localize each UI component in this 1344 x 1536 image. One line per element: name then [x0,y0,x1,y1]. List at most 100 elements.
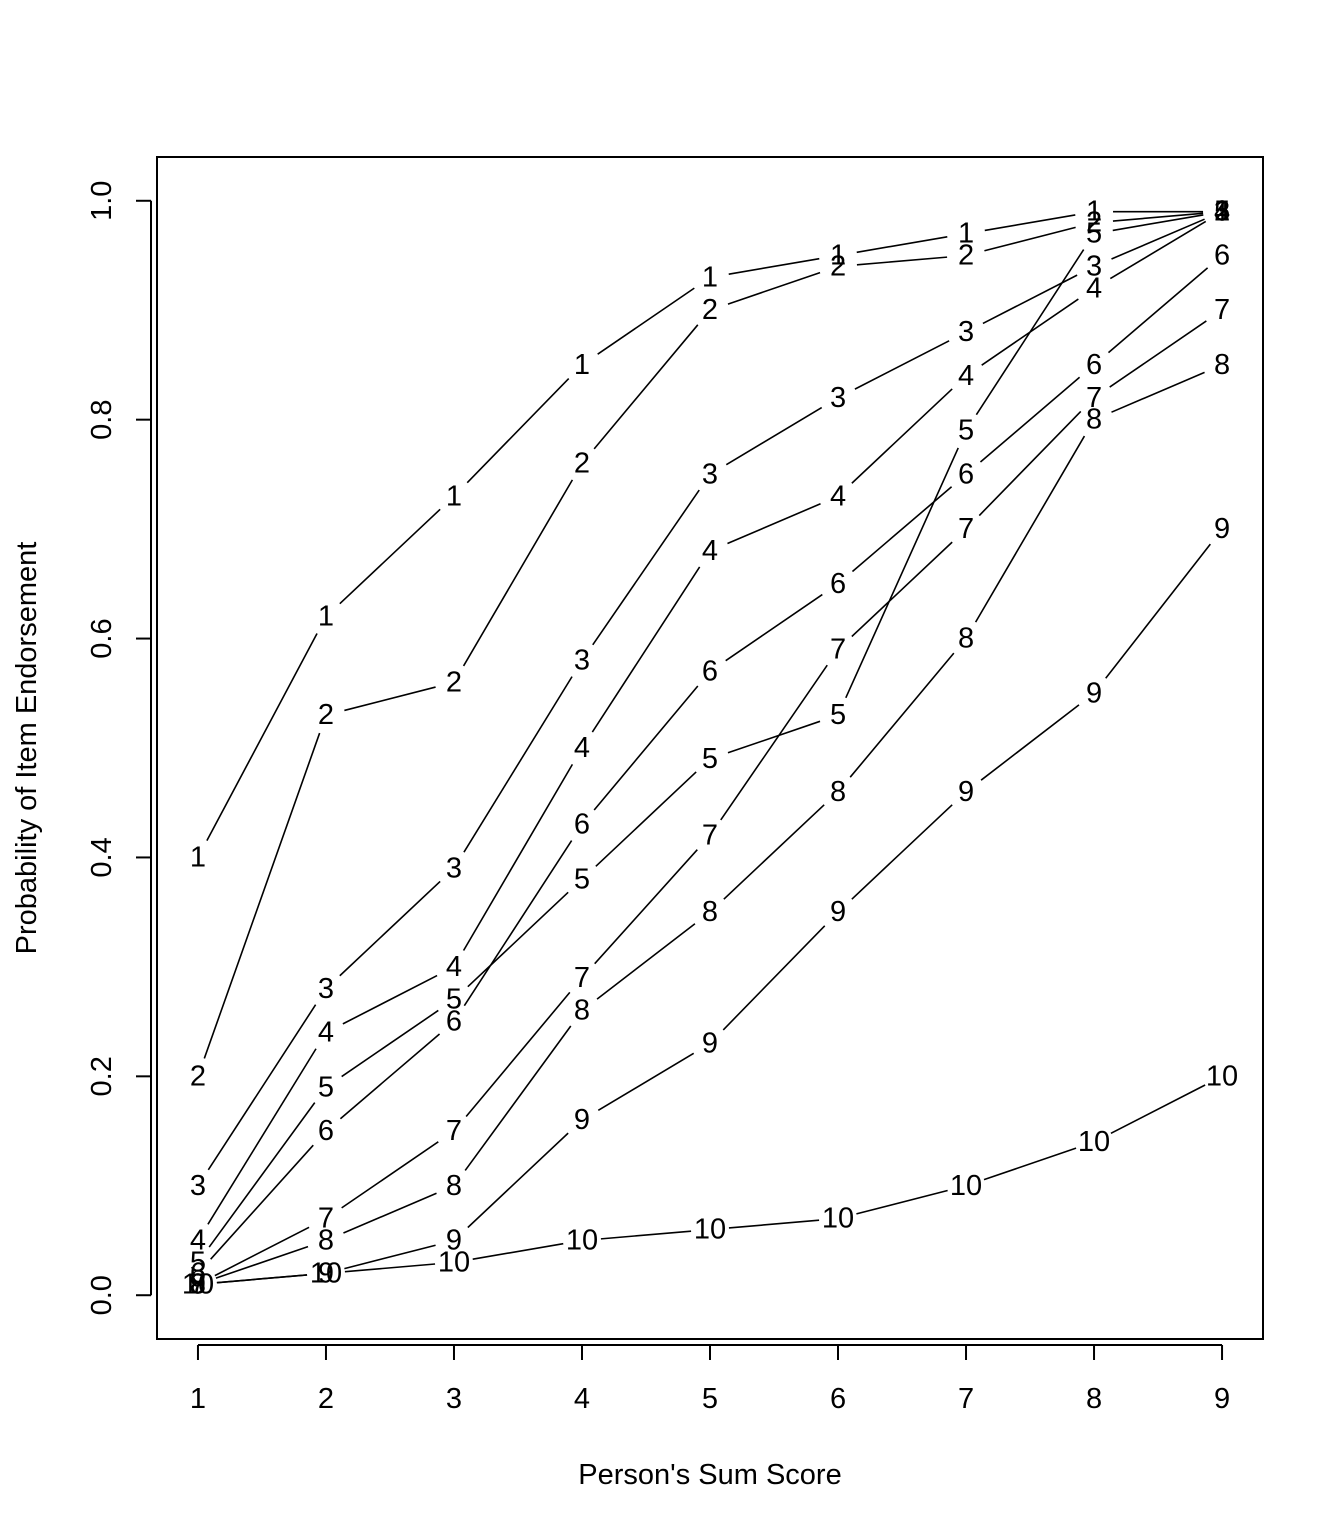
series-line-segment [983,1147,1077,1181]
point-label: 8 [446,1170,462,1202]
point-label: 4 [446,951,462,983]
point-label: 1 [574,349,590,381]
point-label: 7 [1086,382,1102,414]
series-line-segment [344,1244,436,1270]
series-line-segment [1109,220,1207,280]
series-line-segment [341,1009,439,1078]
point-label: 4 [958,360,974,392]
point-label: 5 [1214,196,1230,228]
series-line-segment [984,214,1076,232]
point-label: 2 [1086,207,1102,239]
series-line-segment [851,486,953,573]
point-label: 10 [310,1257,342,1289]
point-label: 10 [1078,1126,1110,1158]
point-label: 7 [1214,294,1230,326]
point-label: 4 [1214,196,1230,228]
series-line-segment [1112,212,1204,222]
series-line-segment [728,1219,820,1229]
x-tick-label: 3 [446,1383,462,1415]
point-label: 7 [958,513,974,545]
series-line-segment [849,652,955,778]
x-tick-label: 2 [318,1383,334,1415]
point-label: 6 [1214,240,1230,272]
x-tick-label: 8 [1086,1383,1102,1415]
series-line-segment [727,503,821,545]
point-label: 10 [822,1203,854,1235]
point-label: 8 [1086,404,1102,436]
y-axis: 0.0 0.2 0.4 0.6 0.8 1.0 [86,181,152,1315]
y-tick-label: 1.0 [86,181,118,221]
series-line-segment [720,664,828,821]
point-label: 10 [566,1225,598,1257]
series-line-segment [594,849,698,965]
series-line-segment [1112,214,1204,232]
point-label: 6 [830,568,846,600]
series-line-segment [722,925,826,1031]
point-label: 9 [958,776,974,808]
point-label: 6 [574,809,590,841]
series-line-segment [472,1242,564,1260]
series-line-segment [595,771,697,867]
point-label: 5 [318,1071,334,1103]
point-label: 8 [1214,349,1230,381]
point-label: 1 [446,480,462,512]
series-line-segment [207,1004,317,1171]
point-label: 7 [702,820,718,852]
x-tick-label: 7 [958,1383,974,1415]
series-line-segment [344,1263,436,1273]
point-label: 10 [1206,1060,1238,1092]
point-label: 9 [1214,513,1230,545]
y-tick-label: 0.8 [86,400,118,440]
point-label: 10 [694,1214,726,1246]
point-label: 10 [182,1268,214,1300]
point-label: 6 [958,458,974,490]
series-3: 3 3 3 3 3 3 3 3 3 [190,196,1230,1202]
point-label: 3 [702,458,718,490]
point-label: 4 [574,732,590,764]
point-label: 3 [830,382,846,414]
series-4: 4 4 4 4 4 4 4 4 4 [190,196,1230,1257]
point-label: 5 [830,699,846,731]
y-axis-label: Probability of Item Endorsement [11,542,43,955]
series-line-segment [727,271,821,305]
point-label: 5 [574,863,590,895]
series-line-segment [203,732,321,1059]
point-label: 8 [574,995,590,1027]
point-label: 6 [446,1006,462,1038]
point-label: 3 [190,1170,206,1202]
point-label: 10 [438,1246,470,1278]
point-label: 3 [318,973,334,1005]
series-line-segment [728,257,820,275]
series-line-segment [342,974,438,1025]
series-line-segment [462,763,574,951]
point-label: 6 [702,655,718,687]
series-line-segment [727,720,821,754]
point-label: 3 [958,316,974,348]
series-line-segment [341,1141,439,1209]
point-label: 3 [1086,250,1102,282]
point-label: 7 [318,1203,334,1235]
y-tick-label: 0.4 [86,837,118,877]
point-label: 8 [190,1268,206,1300]
series-line-segment [975,249,1085,416]
series-line-segment [464,1025,572,1171]
series-line-segment [854,340,950,390]
point-label: 1 [190,841,206,873]
series-line-segment [980,704,1080,781]
series-line-segment [591,566,701,733]
point-label: 9 [1086,677,1102,709]
series-line-segment [978,410,1082,517]
series-2: 2 2 2 2 2 2 2 2 2 [190,196,1230,1093]
series-line-segment [597,1052,695,1112]
point-label: 8 [702,896,718,928]
x-axis: 1 2 3 4 5 6 7 8 9 [190,1344,1230,1415]
point-label: 9 [446,1225,462,1257]
series-line-segment [851,804,953,900]
series-line-segment [1107,267,1209,354]
y-tick-label: 0.2 [86,1056,118,1096]
series-line-segment [856,236,948,254]
point-label: 8 [958,623,974,655]
point-label: 2 [958,240,974,272]
series-line-segment [1111,218,1205,260]
point-label: 1 [702,261,718,293]
